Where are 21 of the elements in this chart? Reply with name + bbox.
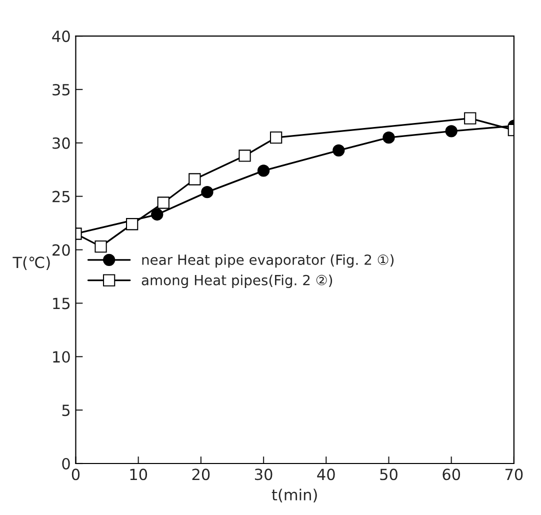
- y-tick-label: 0: [62, 458, 70, 470]
- y-tick-label: 10: [53, 351, 70, 363]
- y-tick-label: 40: [52, 30, 70, 42]
- x-tick-label: 40: [317, 468, 335, 480]
- x-tick-label: 10: [130, 468, 148, 480]
- y-tick-label: 5: [62, 404, 70, 416]
- legend-label: among Heat pipes(Fig. 2 ②): [142, 274, 332, 288]
- y-tick-label: 20: [52, 244, 70, 256]
- y-tick-label: 25: [52, 190, 70, 202]
- y-tick-label: 15: [53, 298, 70, 310]
- x-tick-label: 60: [442, 468, 460, 480]
- legend-label: near Heat pipe evaporator (Fig. 2 ①): [142, 254, 394, 268]
- x-tick-label: 70: [505, 468, 523, 480]
- x-tick-label: 0: [72, 468, 80, 480]
- x-axis-title: t(min): [272, 488, 317, 502]
- y-tick-label: 30: [52, 137, 70, 149]
- x-tick-label: 20: [192, 468, 210, 480]
- x-tick-label: 50: [380, 468, 398, 480]
- x-tick-label: 30: [254, 468, 272, 480]
- y-axis-title: T(℃): [12, 256, 50, 270]
- y-tick-label: 35: [52, 84, 70, 96]
